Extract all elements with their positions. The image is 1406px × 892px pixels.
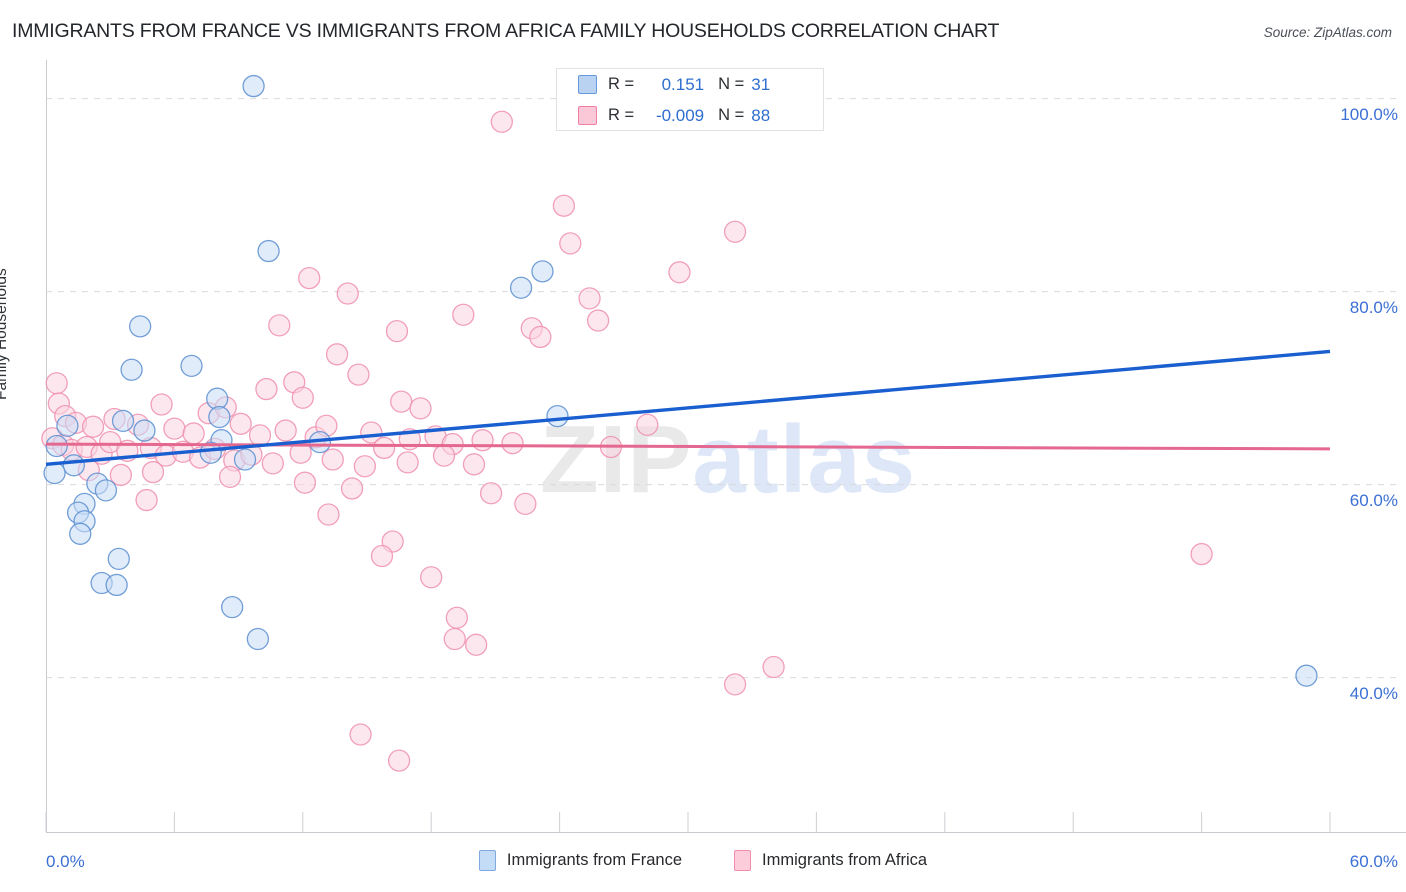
- source-attribution: Source: ZipAtlas.com: [1263, 25, 1392, 40]
- r-label-france: R =: [608, 75, 635, 93]
- page-title: IMMIGRANTS FROM FRANCE VS IMMIGRANTS FRO…: [12, 20, 1000, 42]
- n-value-france: 31: [751, 74, 771, 94]
- y-tick-label: 80.0%: [1349, 297, 1398, 317]
- n-label-france: N =: [718, 75, 745, 93]
- x-axis-min-label: 0.0%: [46, 852, 85, 871]
- stats-row-france: R = 0.151 N = 31: [557, 69, 823, 100]
- y-tick-label: 100.0%: [1340, 104, 1398, 124]
- r-label-africa: R =: [608, 106, 635, 124]
- series-swatch-france-icon: [478, 850, 496, 871]
- legend-swatch-africa-icon: [578, 106, 597, 125]
- legend-entry-france[interactable]: Immigrants from France: [478, 850, 683, 871]
- r-value-france: 0.151: [661, 74, 705, 94]
- y-tick-label: 40.0%: [1349, 683, 1398, 703]
- n-value-africa: 88: [751, 105, 771, 125]
- legend-entry-africa[interactable]: Immigrants from Africa: [734, 850, 927, 871]
- n-label-africa: N =: [718, 106, 745, 124]
- y-axis-title: Family Households: [0, 268, 10, 400]
- series-swatch-africa-icon: [734, 850, 752, 871]
- series-label-france: Immigrants from France: [506, 851, 683, 869]
- plot-area: [46, 60, 1330, 832]
- r-value-africa: -0.009: [655, 105, 705, 125]
- y-tick-label: 60.0%: [1349, 490, 1398, 510]
- series-legend: Immigrants from France Immigrants from A…: [0, 850, 1406, 871]
- x-axis-max-label: 60.0%: [1349, 852, 1398, 871]
- stats-row-africa: R = -0.009 N = 88: [557, 100, 823, 131]
- series-label-africa: Immigrants from Africa: [762, 851, 928, 869]
- correlation-stats-legend: R = 0.151 N = 31 R = -0.009 N = 88: [556, 68, 824, 131]
- legend-swatch-france-icon: [578, 75, 597, 94]
- x-axis-line: [46, 832, 1406, 833]
